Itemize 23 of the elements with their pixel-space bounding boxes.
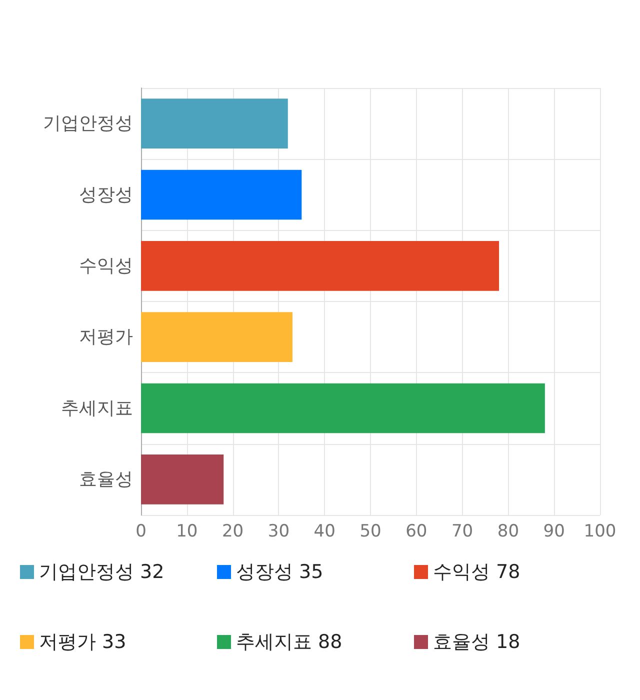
y-tick-label: 수익성 (79, 255, 133, 276)
y-tick-label: 기업안정성 (43, 113, 133, 134)
x-tick-label: 30 (268, 522, 290, 542)
y-tick-label: 성장성 (79, 184, 133, 206)
x-tick-label: 90 (543, 522, 565, 542)
legend-label: 기업안정성 32 (39, 561, 164, 583)
legend-label: 추세지표 88 (236, 631, 342, 653)
y-tick-label: 추세지표 (61, 398, 133, 419)
x-tick-label: 100 (584, 522, 616, 542)
legend-label: 효율성 18 (433, 631, 520, 653)
x-tick-label: 40 (314, 522, 336, 542)
x-tick-label: 80 (497, 522, 520, 542)
y-tick-label: 효율성 (79, 468, 133, 490)
legend-label: 성장성 35 (236, 561, 324, 583)
x-tick-label: 0 (136, 522, 146, 542)
x-tick-label: 60 (406, 522, 428, 542)
x-tick-label: 20 (222, 522, 244, 542)
legend-label: 수익성 78 (433, 561, 520, 583)
x-tick-label: 50 (360, 522, 382, 542)
y-tick-label: 저평가 (79, 326, 133, 348)
x-tick-label: 70 (451, 522, 474, 542)
legend-label: 저평가 33 (39, 631, 126, 653)
x-tick-label: 10 (176, 522, 198, 542)
